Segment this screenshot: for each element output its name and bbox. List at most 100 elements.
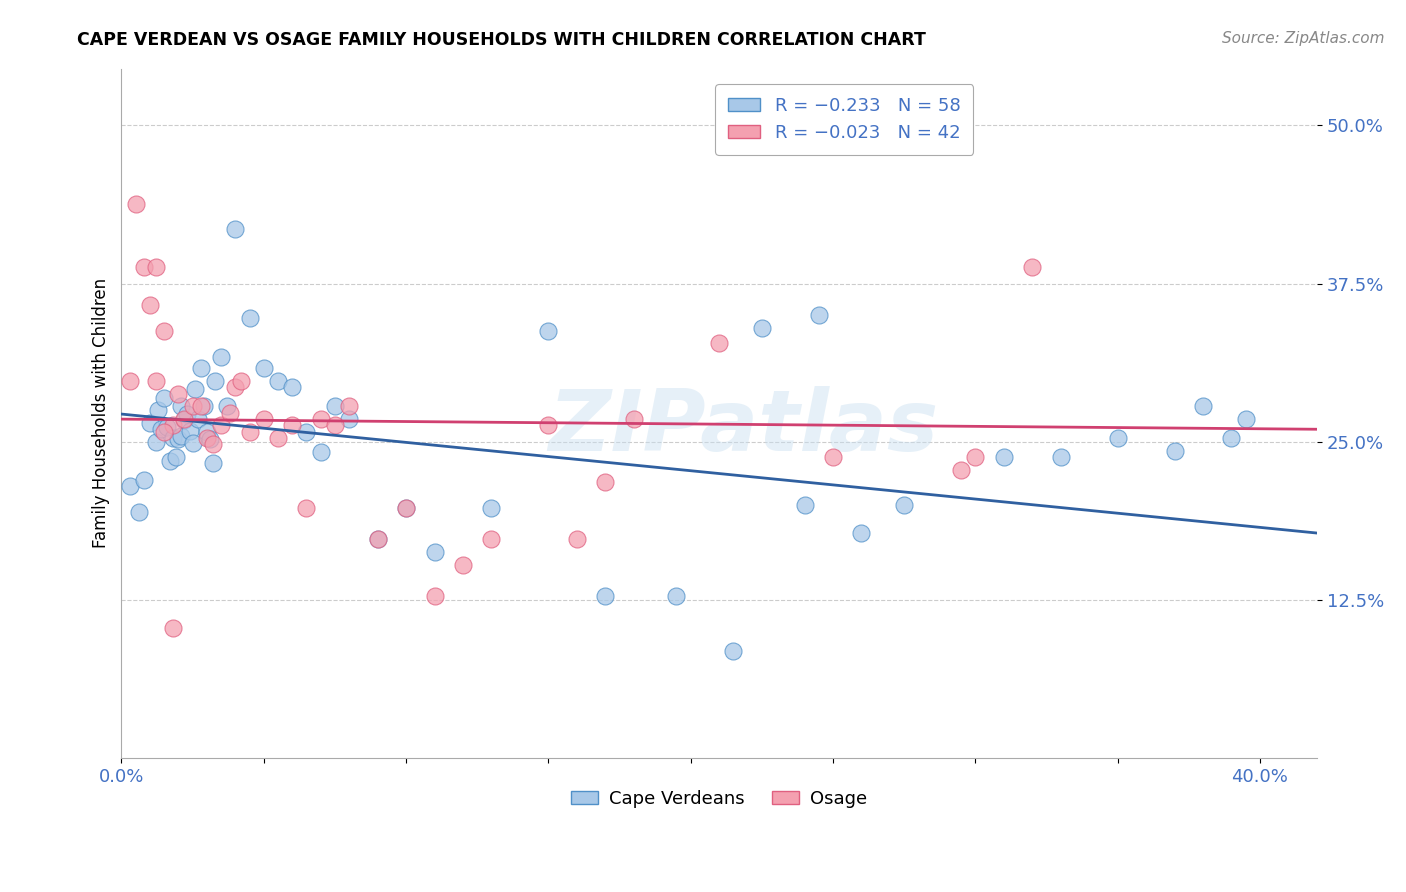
Point <box>153 391 176 405</box>
Point <box>156 419 179 434</box>
Point <box>323 418 346 433</box>
Point <box>537 324 560 338</box>
Point <box>162 621 184 635</box>
Point <box>367 533 389 547</box>
Point <box>337 400 360 414</box>
Point <box>395 500 418 515</box>
Point <box>209 418 232 433</box>
Point <box>176 407 198 421</box>
Point <box>181 400 204 414</box>
Point <box>145 260 167 275</box>
Point <box>139 298 162 312</box>
Point <box>451 558 474 572</box>
Point <box>173 412 195 426</box>
Point <box>162 418 184 433</box>
Point <box>218 406 240 420</box>
Point <box>253 412 276 426</box>
Point <box>1163 443 1185 458</box>
Point <box>170 400 193 414</box>
Point <box>181 436 204 450</box>
Point <box>595 590 617 604</box>
Point <box>707 336 730 351</box>
Point <box>184 382 207 396</box>
Point <box>118 374 141 388</box>
Point <box>851 526 873 541</box>
Point <box>623 412 645 426</box>
Point <box>309 412 332 426</box>
Point <box>145 374 167 388</box>
Point <box>253 361 276 376</box>
Point <box>173 413 195 427</box>
Point <box>193 400 215 414</box>
Point <box>190 400 212 414</box>
Point <box>1049 450 1071 464</box>
Point <box>267 374 290 388</box>
Point <box>159 454 181 468</box>
Text: CAPE VERDEAN VS OSAGE FAMILY HOUSEHOLDS WITH CHILDREN CORRELATION CHART: CAPE VERDEAN VS OSAGE FAMILY HOUSEHOLDS … <box>77 31 927 49</box>
Point <box>1234 412 1257 426</box>
Point <box>751 321 773 335</box>
Point <box>565 533 588 547</box>
Point <box>167 386 190 401</box>
Point <box>1192 400 1215 414</box>
Point <box>950 463 973 477</box>
Point <box>481 500 503 515</box>
Point <box>198 433 221 447</box>
Point <box>190 361 212 376</box>
Point <box>295 500 318 515</box>
Point <box>165 450 187 464</box>
Point <box>224 222 246 236</box>
Point <box>1107 431 1129 445</box>
Point <box>281 418 304 433</box>
Point <box>423 590 446 604</box>
Point <box>993 450 1015 464</box>
Point <box>595 475 617 490</box>
Point <box>134 260 156 275</box>
Point <box>128 504 150 518</box>
Y-axis label: Family Households with Children: Family Households with Children <box>93 278 110 549</box>
Point <box>793 498 815 512</box>
Point <box>224 380 246 394</box>
Point <box>179 424 201 438</box>
Point <box>481 533 503 547</box>
Point <box>134 473 156 487</box>
Text: ZIPatlas: ZIPatlas <box>548 385 938 468</box>
Point <box>295 425 318 439</box>
Point <box>153 425 176 439</box>
Point <box>187 412 209 426</box>
Point <box>201 437 224 451</box>
Point <box>153 324 176 338</box>
Point <box>423 545 446 559</box>
Legend: Cape Verdeans, Osage: Cape Verdeans, Osage <box>564 782 875 815</box>
Point <box>537 418 560 433</box>
Point <box>323 400 346 414</box>
Point <box>215 400 238 414</box>
Point <box>238 425 260 439</box>
Point <box>150 422 173 436</box>
Point <box>124 197 146 211</box>
Point <box>893 498 915 512</box>
Point <box>1021 260 1043 275</box>
Point <box>145 434 167 449</box>
Point <box>170 428 193 442</box>
Point <box>229 374 252 388</box>
Point <box>238 310 260 325</box>
Point <box>807 309 830 323</box>
Point <box>1220 431 1243 445</box>
Point <box>201 457 224 471</box>
Point <box>118 479 141 493</box>
Point <box>723 644 745 658</box>
Point <box>209 350 232 364</box>
Point <box>267 431 290 445</box>
Point <box>309 445 332 459</box>
Point <box>665 590 688 604</box>
Point <box>965 450 987 464</box>
Point <box>204 374 226 388</box>
Point <box>195 431 218 445</box>
Point <box>148 403 170 417</box>
Point <box>395 500 418 515</box>
Point <box>139 416 162 430</box>
Text: Source: ZipAtlas.com: Source: ZipAtlas.com <box>1222 31 1385 46</box>
Point <box>367 533 389 547</box>
Point <box>195 425 218 439</box>
